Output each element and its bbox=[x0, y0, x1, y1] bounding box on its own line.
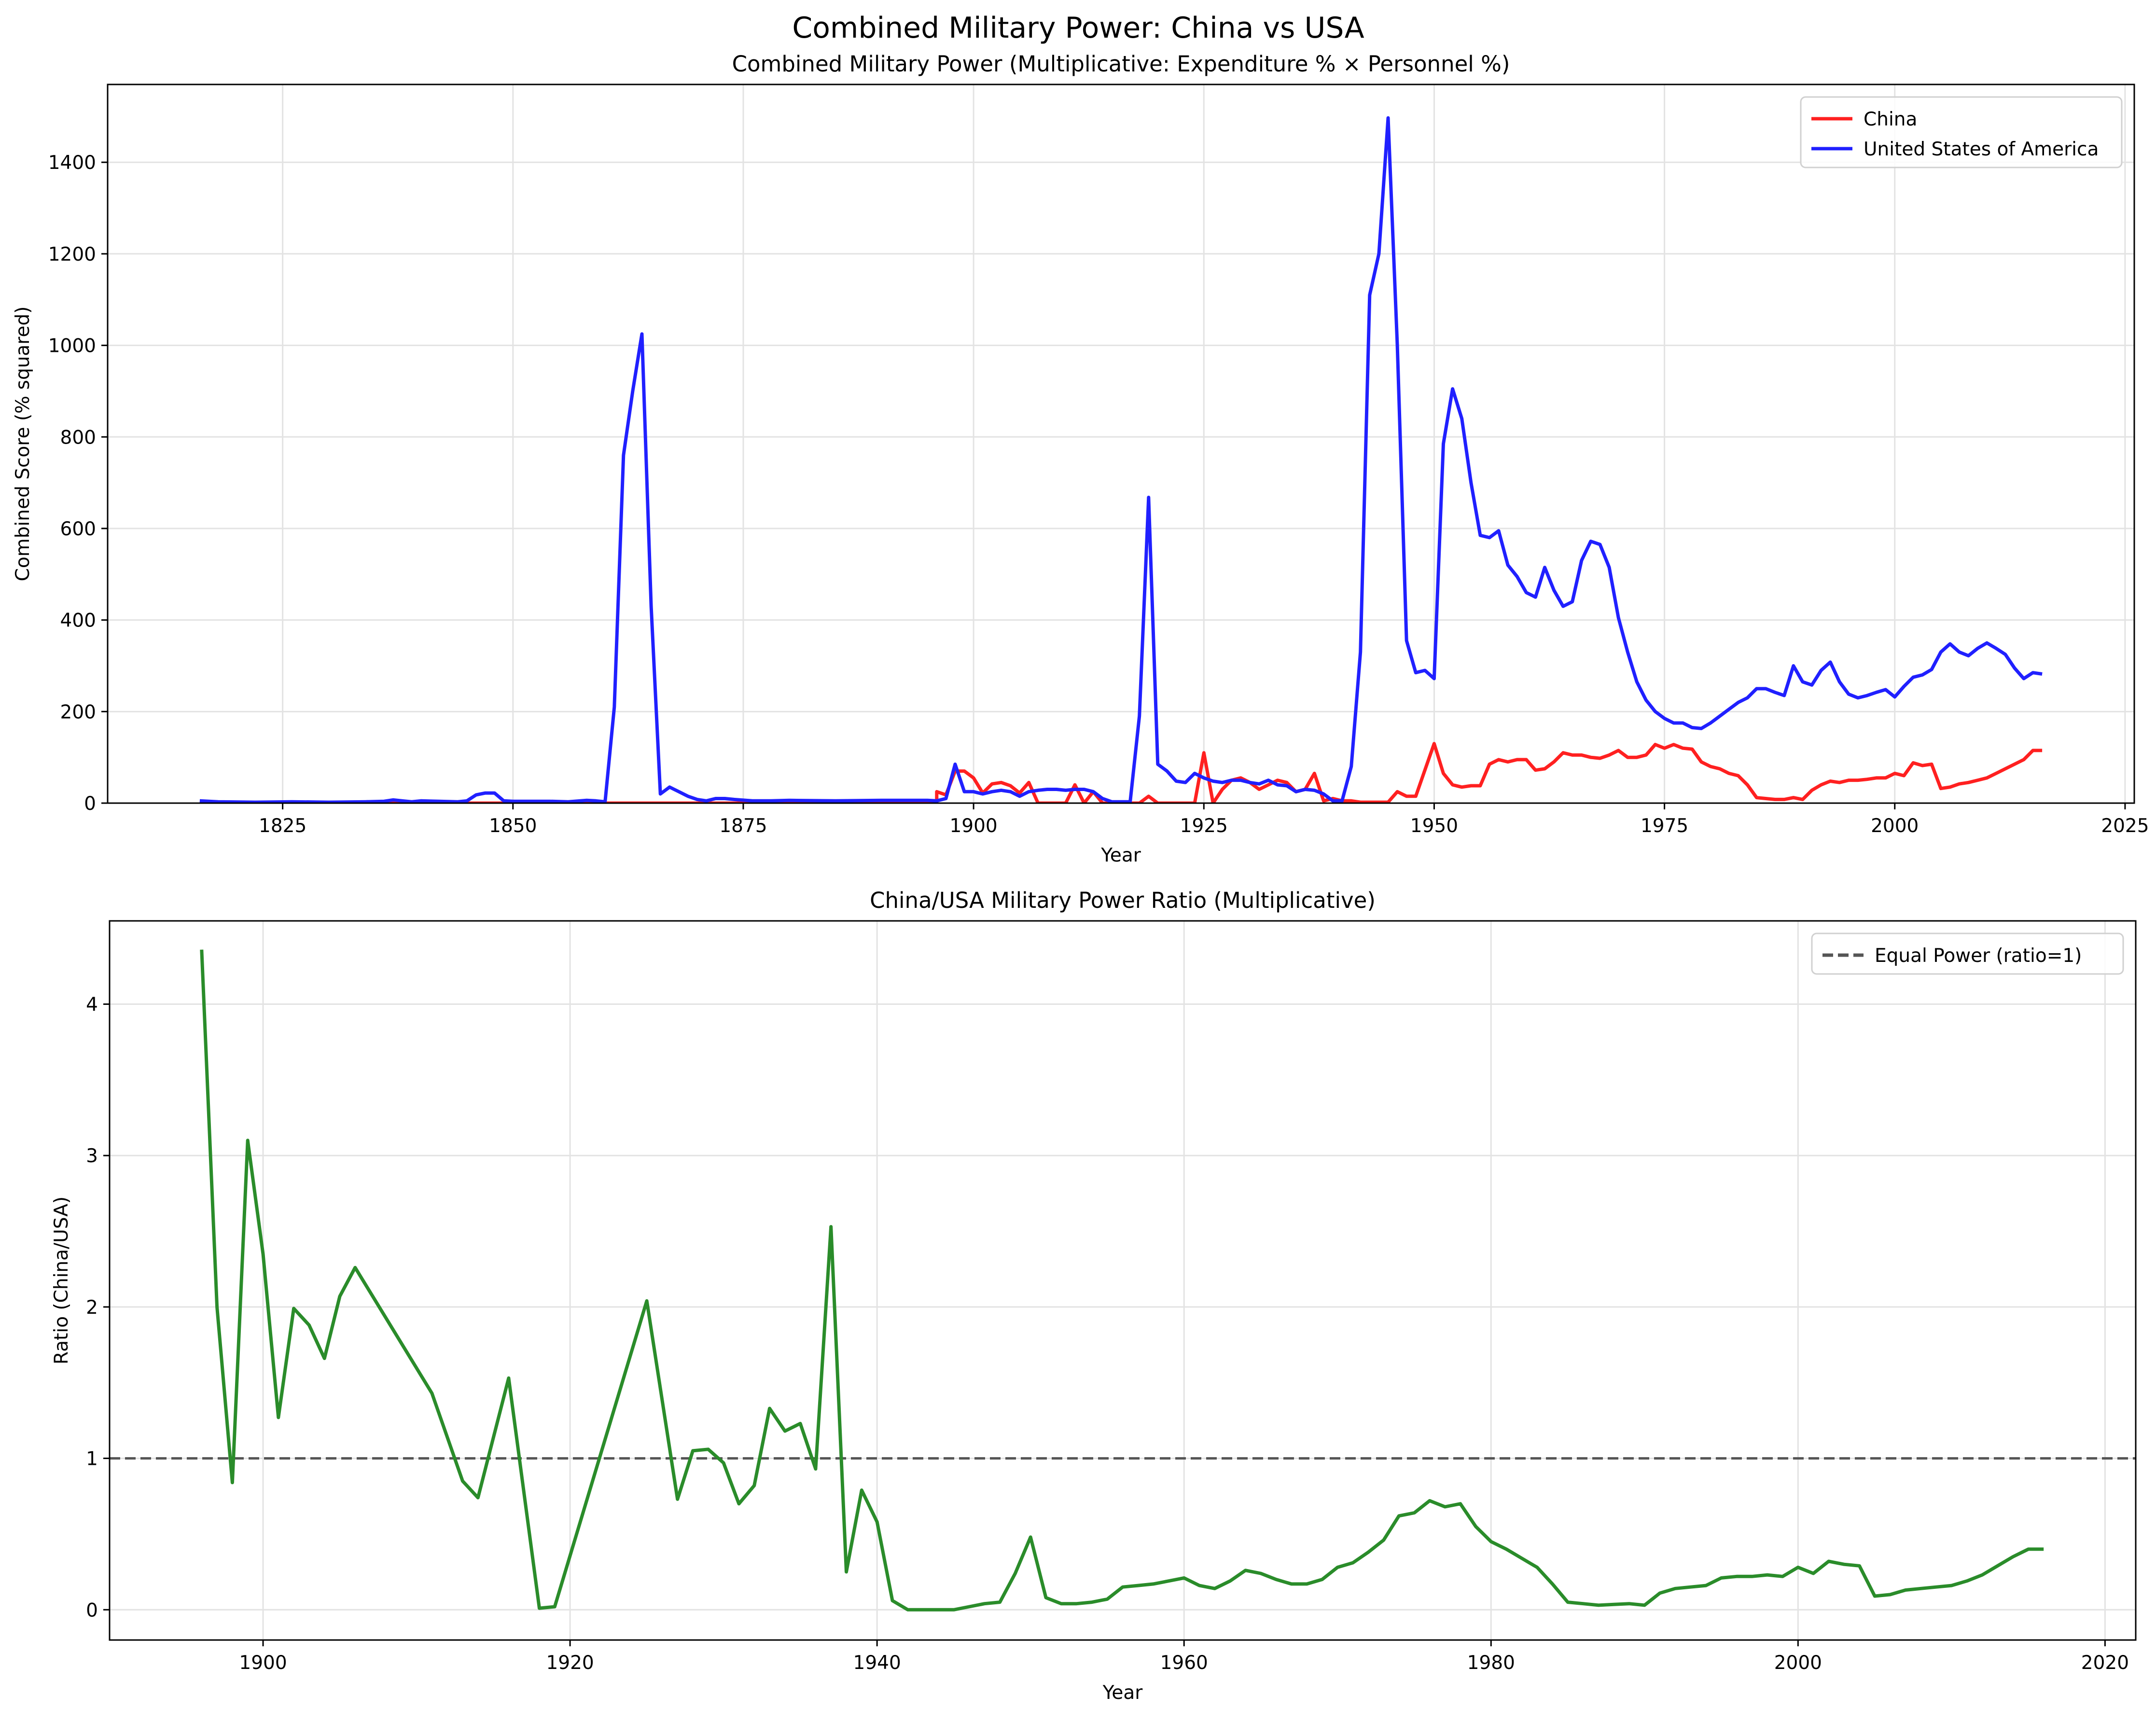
plot-frame bbox=[107, 83, 2135, 804]
y-tick-label: 1400 bbox=[48, 152, 96, 174]
y-tick-label: 200 bbox=[60, 701, 96, 723]
legend-label: United States of America bbox=[1864, 139, 2099, 160]
x-tick-label: 1980 bbox=[1467, 1652, 1515, 1674]
x-tick-label: 1940 bbox=[853, 1652, 901, 1674]
ratio-series-line bbox=[200, 949, 2044, 1612]
y-tick-label: 600 bbox=[60, 518, 96, 540]
x-tick-label: 1925 bbox=[1180, 815, 1228, 837]
legend-label: Equal Power (ratio=1) bbox=[1875, 945, 2082, 967]
chart-title: China/USA Military Power Ratio (Multipli… bbox=[870, 888, 1376, 913]
x-tick-label: 1950 bbox=[1410, 815, 1458, 837]
legend-label: China bbox=[1864, 109, 1917, 130]
x-tick-label: 2000 bbox=[1774, 1652, 1822, 1674]
y-tick-label: 0 bbox=[86, 1599, 98, 1621]
x-tick-label: 1875 bbox=[719, 815, 767, 837]
x-tick-label: 1900 bbox=[239, 1652, 287, 1674]
y-tick-label: 2 bbox=[86, 1297, 98, 1319]
x-axis-label: Year bbox=[1102, 1682, 1143, 1704]
plot-frame bbox=[109, 920, 2137, 1641]
y-tick-label: 1200 bbox=[48, 244, 96, 265]
chart-title: Combined Military Power (Multiplicative:… bbox=[732, 51, 1510, 77]
figure-title: Combined Military Power: China vs USA bbox=[792, 11, 1364, 45]
x-tick-label: 2000 bbox=[1871, 815, 1919, 837]
y-tick-label: 3 bbox=[86, 1145, 98, 1167]
top-chart-panel: 1825 1850 1875 1900 1925 1950 1975 2000 2025 0 200… bbox=[12, 51, 2149, 866]
series-line-united-states-of-america bbox=[199, 116, 2043, 803]
y-tick-label: 1000 bbox=[48, 335, 96, 357]
y-tick-label: 0 bbox=[84, 793, 96, 815]
legend-box bbox=[1800, 96, 2123, 168]
x-tick-label: 2025 bbox=[2101, 815, 2149, 837]
legend-box bbox=[1811, 932, 2124, 975]
x-tick-label: 1975 bbox=[1641, 815, 1688, 837]
y-tick-label: 1 bbox=[86, 1448, 98, 1470]
x-tick-label: 1850 bbox=[489, 815, 537, 837]
y-tick-label: 4 bbox=[86, 994, 98, 1016]
x-tick-label: 1920 bbox=[546, 1652, 594, 1674]
x-tick-label: 2020 bbox=[2081, 1652, 2129, 1674]
x-tick-label: 1960 bbox=[1160, 1652, 1208, 1674]
x-tick-label: 1900 bbox=[949, 815, 997, 837]
y-tick-label: 800 bbox=[60, 427, 96, 448]
series-line-china bbox=[199, 742, 2043, 803]
bottom-chart-panel: 1900 1920 1940 1960 1980 2000 2020 0 1 2 3 4 China/U… bbox=[51, 888, 2137, 1704]
x-axis-label: Year bbox=[1100, 845, 1141, 866]
y-axis-label: Combined Score (% squared) bbox=[12, 306, 34, 582]
y-tick-label: 400 bbox=[60, 610, 96, 632]
x-tick-label: 1825 bbox=[259, 815, 306, 837]
y-axis-label: Ratio (China/USA) bbox=[51, 1196, 72, 1364]
